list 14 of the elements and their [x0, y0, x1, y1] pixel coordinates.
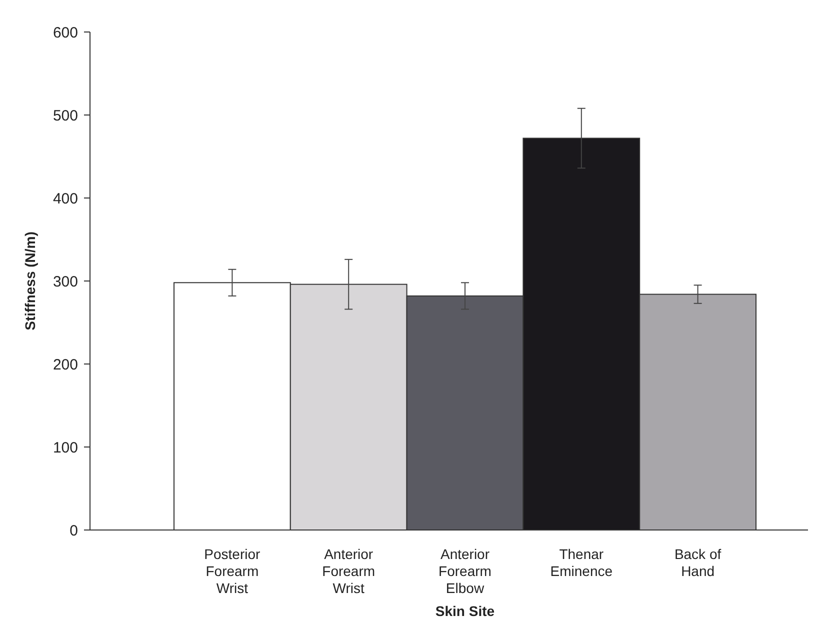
y-tick-label: 600 — [52, 24, 78, 42]
x-axis-title: Skin Site — [435, 603, 495, 619]
y-axis-title: Stiffness (N/m) — [22, 232, 38, 330]
y-tick-label: 400 — [52, 190, 78, 208]
x-tick-label: Anterior Forearm Elbow — [438, 546, 492, 596]
x-tick-label: Back of Hand — [674, 546, 722, 579]
y-tick-label: 200 — [52, 356, 78, 374]
x-tick-label: Anterior Forearm Wrist — [322, 546, 376, 596]
y-tick-label: 100 — [52, 439, 78, 456]
x-tick-label: Thenar Eminence — [550, 546, 613, 579]
y-tick-label: 300 — [52, 273, 78, 290]
y-tick-label: 0 — [70, 522, 78, 540]
x-tick-label: Posterior Forearm Wrist — [204, 546, 261, 596]
y-tick-label: 500 — [52, 107, 78, 124]
